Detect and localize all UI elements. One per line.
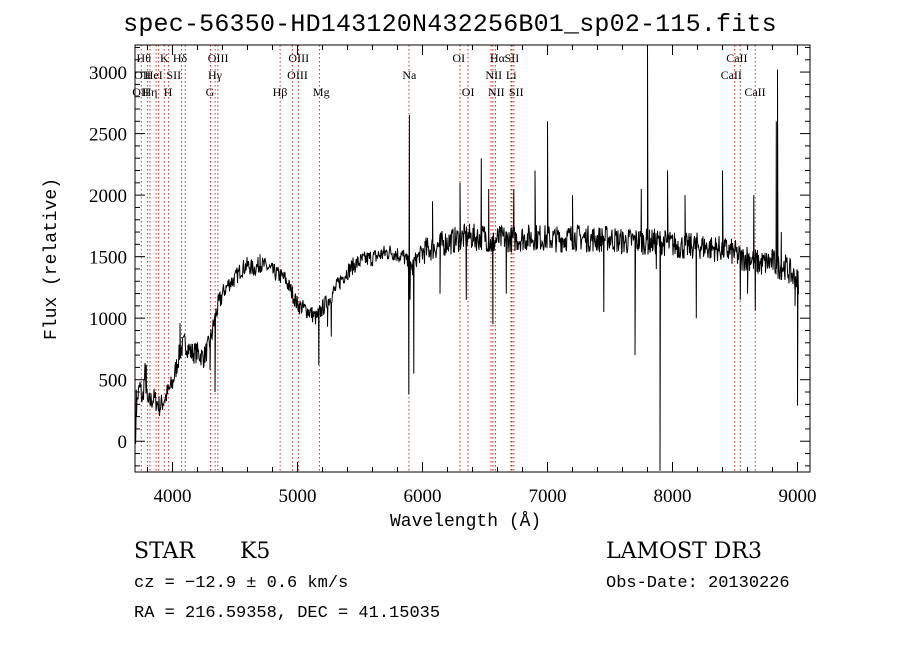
spectral-line-label: NII	[485, 68, 502, 82]
redshift-value: cz = −12.9 ± 0.6 km/s	[134, 574, 349, 593]
spectral-line-label: OII	[134, 68, 151, 82]
spectral-line-label: G	[206, 85, 215, 99]
spectral-line-label: HeI	[145, 68, 163, 82]
spectral-line-label: CaII	[726, 51, 747, 65]
spectrum-series	[135, 47, 799, 471]
y-tick-label: 500	[99, 371, 128, 392]
spectral-line-label: Mg	[313, 85, 330, 99]
y-tick-label: 1000	[89, 309, 127, 330]
x-axis-label: Wavelength (Å)	[390, 512, 542, 532]
x-tick-label: 5000	[279, 486, 317, 507]
spectral-line-label: Hη	[143, 85, 158, 99]
spectral-line-label: SII	[166, 68, 181, 82]
y-tick-label: 2000	[89, 186, 127, 207]
y-axis-label: Flux (relative)	[42, 177, 62, 341]
spectral-line-label: CaII	[721, 68, 742, 82]
spectral-line-label: OI	[452, 51, 465, 65]
object-class: STAR	[134, 539, 195, 564]
spectral-subclass: K5	[240, 539, 271, 564]
y-tick-label: 0	[118, 432, 128, 453]
spectral-line-label: OIII	[208, 51, 229, 65]
x-tick-label: 4000	[154, 486, 192, 507]
spectral-line-label: Na	[402, 68, 417, 82]
spectral-line-label: SII	[505, 51, 520, 65]
spectral-line-label: Hβ	[273, 85, 288, 99]
plot-frame	[134, 44, 811, 473]
spectral-line-label: SII	[509, 85, 524, 99]
spectral-line-label: Hδ	[173, 51, 188, 65]
y-tick-label: 2500	[89, 125, 127, 146]
x-tick-label: 9000	[779, 486, 817, 507]
observation-date: Obs-Date: 20130226	[606, 574, 790, 593]
x-tick-label: 7000	[529, 486, 567, 507]
spectral-line-label: Li	[506, 68, 517, 82]
spectral-line-label: OII	[132, 85, 149, 99]
spectral-line-label: NII	[488, 85, 505, 99]
spectral-line-label: OI	[462, 85, 475, 99]
coordinates: RA = 216.59358, DEC = 41.15035	[134, 604, 441, 623]
x-tick-label: 6000	[404, 486, 442, 507]
spectral-line-label: OIII	[288, 51, 309, 65]
spectral-line-label: CaII	[744, 85, 765, 99]
spectral-line-label: Hγ	[208, 68, 223, 82]
spectral-line-label: Hα	[490, 51, 506, 65]
y-tick-label: 1500	[89, 248, 127, 269]
y-tick-label: 3000	[89, 63, 127, 84]
spectral-line-label: H	[164, 85, 173, 99]
spectral-line-label: K	[160, 51, 169, 65]
survey-name: LAMOST DR3	[606, 539, 762, 564]
x-tick-label: 8000	[654, 486, 692, 507]
chart-title: spec-56350-HD143120N432256B01_sp02-115.f…	[123, 10, 777, 39]
spectral-line-label: Hθ	[137, 51, 152, 65]
spectral-line-label: OIII	[287, 68, 308, 82]
